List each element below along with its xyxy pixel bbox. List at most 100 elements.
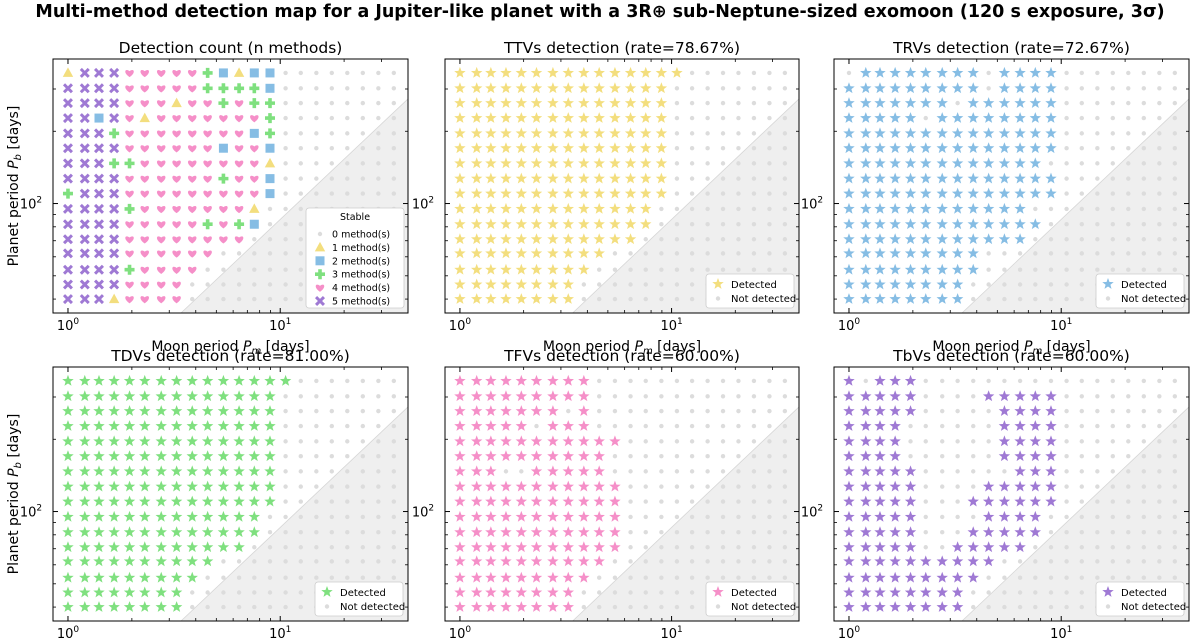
point-detected [874,465,886,477]
point-detected [500,278,512,290]
point-detected [248,526,261,538]
point-detected [640,82,652,94]
point-detected [530,278,543,290]
point-not-detected [659,296,664,302]
point-not-detected [751,514,757,520]
point-not-detected [1095,206,1100,212]
point-detected [547,172,559,184]
point-detected [874,187,886,199]
point-not-detected [986,439,991,444]
point-not-detected [908,439,913,444]
point-not-detected [643,499,648,504]
point-detected [485,112,497,123]
point-not-detected [751,237,757,242]
point-detected [123,390,136,402]
point-detected [485,555,497,567]
point-not-detected [705,394,710,399]
point-not-detected [1110,131,1116,136]
point-detected [655,66,668,78]
point-detected [655,97,668,108]
point-count-4 [156,130,166,138]
point-not-detected [1064,237,1069,242]
point-not-detected [971,514,976,520]
point-detected [547,218,559,230]
point-detected [904,278,917,290]
point-count-4 [140,145,150,153]
point-detected [454,202,466,214]
point-not-detected [628,378,633,384]
point-detected [500,541,512,553]
point-detected [470,420,483,431]
point-not-detected [628,423,633,429]
point-not-detected [782,408,788,414]
point-not-detected [612,423,618,429]
point-not-detected [1064,575,1069,580]
point-count-1 [62,67,74,77]
point-detected [951,293,964,304]
point-detected [1014,187,1026,199]
point-not-detected [1079,604,1084,610]
point-detected [186,526,198,538]
point-detected [123,450,136,462]
point-detected [998,495,1011,507]
point-not-detected [705,469,710,474]
point-count-0 [283,161,288,166]
point-detected [530,480,543,492]
point-count-0 [329,86,335,91]
point-not-detected [782,514,788,520]
point-detected [186,555,198,567]
point-detected [547,127,559,139]
point-count-0 [345,191,350,196]
point-detected [515,586,528,598]
point-detected [515,172,528,184]
point-not-detected [329,575,335,580]
x-axis-label: Moon period Pm [days] [151,339,309,357]
point-detected [578,233,590,245]
point-detected [562,97,574,108]
point-not-detected [283,454,288,459]
point-not-detected [628,484,633,489]
point-detected [108,541,120,553]
point-detected [515,293,528,304]
point-not-detected [659,408,664,414]
point-count-4 [187,266,197,274]
point-count-0 [283,115,288,121]
point-detected [593,82,605,94]
point-detected [562,510,574,522]
point-not-detected [736,514,741,520]
point-not-detected [705,70,710,76]
point-detected [500,374,512,386]
point-not-detected [298,604,303,610]
legend-box [1095,273,1185,309]
point-not-detected [643,590,648,595]
point-count-0 [236,296,242,302]
point-detected [470,127,483,139]
point-not-detected [720,70,726,76]
point-count-4 [156,281,166,289]
stability-boundary [180,98,408,313]
point-not-detected [298,484,303,489]
point-detected [843,601,855,612]
point-not-detected [720,115,726,121]
point-not-detected [971,590,976,595]
legend-label: 2 method(s) [332,256,390,267]
point-detected [951,601,964,612]
point-detected [1029,465,1042,477]
point-not-detected [612,282,618,287]
point-count-0 [221,251,226,256]
point-not-detected [391,499,397,504]
point-count-4 [234,175,244,183]
point-detected [515,202,528,214]
point-not-detected [643,251,648,256]
point-detected [998,435,1011,447]
point-count-0 [314,86,319,91]
point-count-5 [93,294,104,305]
point-not-detected [628,267,633,272]
point-count-4 [203,175,212,183]
point-not-detected [720,559,726,564]
point-not-detected [298,439,303,444]
point-count-0 [298,267,303,272]
legend-box [314,581,404,617]
point-not-detected [751,131,757,136]
point-detected [470,586,483,598]
